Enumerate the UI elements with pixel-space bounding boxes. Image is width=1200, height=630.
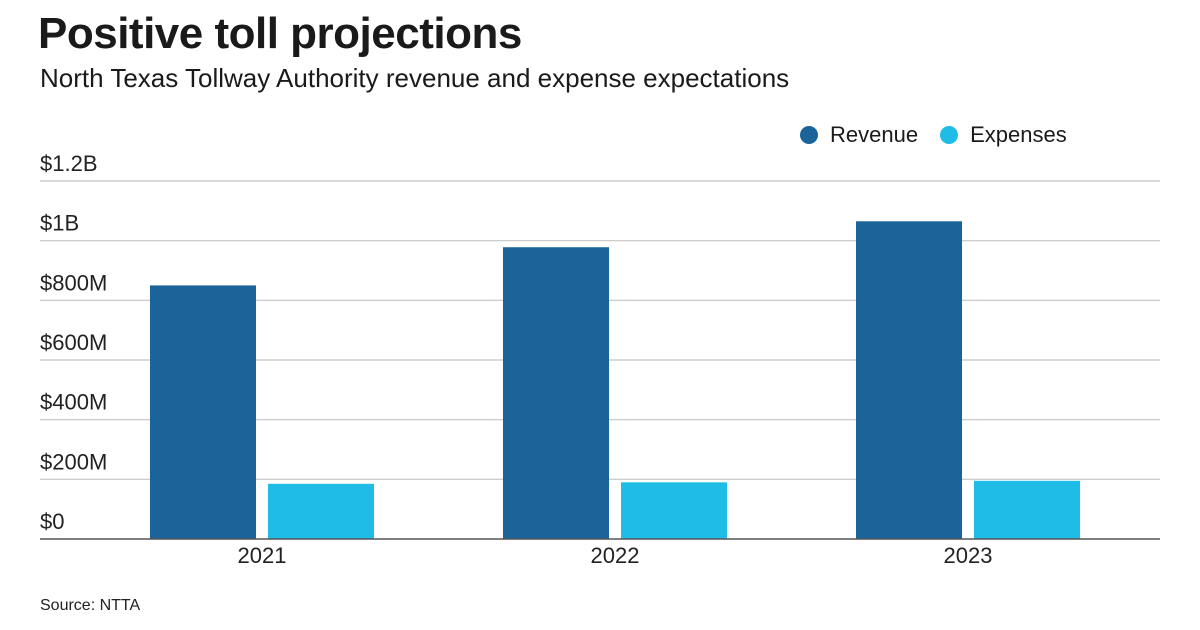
bar-expenses-2022 bbox=[621, 482, 727, 539]
y-tick-label: $0 bbox=[40, 509, 64, 534]
source-note: Source: NTTA bbox=[40, 597, 141, 614]
chart-title: Positive toll projections bbox=[38, 9, 522, 58]
y-tick-label: $1.2B bbox=[40, 151, 98, 176]
y-tick-label: $800M bbox=[40, 270, 107, 295]
y-tick-label: $200M bbox=[40, 449, 107, 474]
chart-subtitle: North Texas Tollway Authority revenue an… bbox=[40, 63, 790, 93]
y-tick-label: $1B bbox=[40, 211, 79, 236]
legend-swatch-revenue bbox=[800, 126, 818, 144]
legend-swatch-expenses bbox=[940, 126, 959, 144]
bar-expenses-2021 bbox=[268, 483, 374, 539]
y-tick-label: $600M bbox=[40, 330, 107, 355]
chart-legend: Revenue Expenses bbox=[800, 118, 1089, 152]
bar-revenue-2023 bbox=[856, 221, 962, 539]
legend-label-expenses: Expenses bbox=[970, 122, 1067, 147]
x-tick-label: 2023 bbox=[944, 543, 993, 568]
x-tick-label: 2021 bbox=[238, 543, 287, 568]
legend-item-revenue: Revenue bbox=[800, 122, 918, 148]
legend-label-revenue: Revenue bbox=[830, 122, 919, 147]
bar-expenses-2023 bbox=[974, 480, 1080, 539]
x-tick-label: 2022 bbox=[591, 543, 640, 568]
legend-item-expenses: Expenses bbox=[940, 122, 1067, 148]
bar-revenue-2021 bbox=[150, 285, 256, 539]
bar-revenue-2022 bbox=[503, 247, 609, 540]
y-tick-label: $400M bbox=[40, 390, 107, 415]
